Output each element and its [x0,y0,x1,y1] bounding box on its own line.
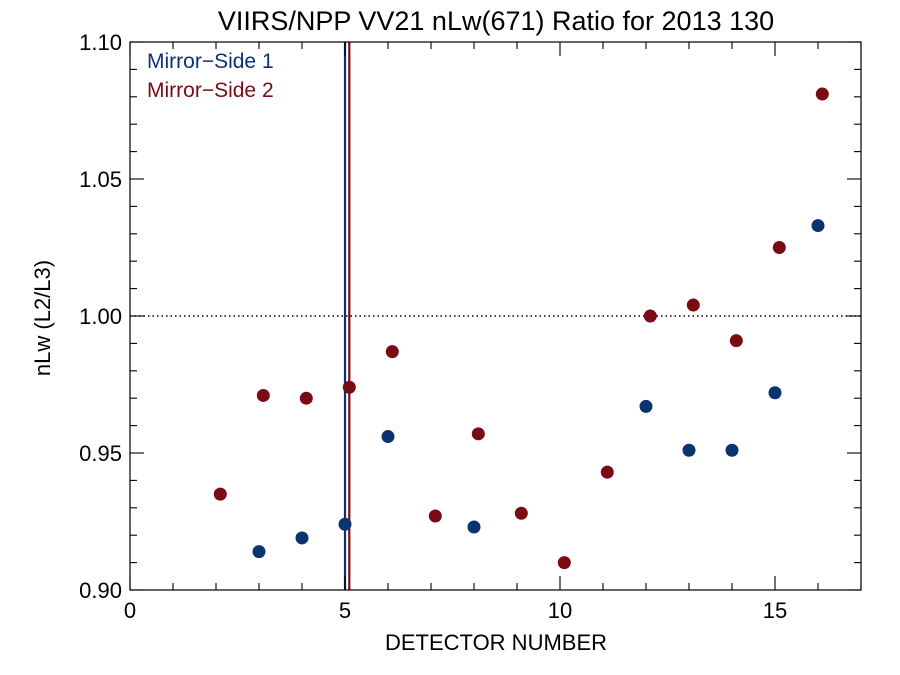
y-tick-label: 1.00 [79,304,122,329]
legend-entry-mirror-side-1: Mirror−Side 1 [147,50,274,73]
mirror-side-2-point [385,345,399,359]
mirror-side-1-point [639,399,653,413]
mirror-side-2-point [557,556,571,570]
mirror-side-1-point [768,386,782,400]
x-tick-label: 5 [339,598,351,623]
mirror-side-1-point [467,520,481,534]
y-tick-label: 0.95 [79,441,122,466]
mirror-side-2-point [256,388,270,402]
mirror-side-1-point [338,517,352,531]
mirror-side-2-point [342,380,356,394]
mirror-side-2-point [686,298,700,312]
legend: Mirror−Side 1 Mirror−Side 2 [147,50,274,102]
plot-area: 0 5 10 15 0.90 0.95 1.00 1.05 1.10 [79,30,862,623]
y-tick-label: 1.05 [79,167,122,192]
mirror-side-2-point [428,509,442,523]
mirror-side-2-point [772,241,786,254]
mirror-side-2-point [643,309,657,323]
x-axis-label: DETECTOR NUMBER [385,630,607,655]
chart-title: VIIRS/NPP VV21 nLw(671) Ratio for 2013 1… [218,6,774,36]
x-tick-label: 0 [124,598,136,623]
mirror-side-2-point [729,334,743,348]
mirror-side-2-point [600,465,614,479]
mirror-side-1-point [252,545,266,559]
mirror-side-2-point [299,391,313,405]
legend-entry-mirror-side-2: Mirror−Side 2 [147,79,274,102]
mirror-side-2-point [514,506,528,520]
y-axis-label: nLw (L2/L3) [30,260,55,376]
mirror-side-1-point [811,219,825,233]
mirror-side-1-point [295,531,309,545]
x-tick-label: 10 [548,598,572,623]
mirror-side-2-point [213,487,227,501]
x-tick-label: 15 [763,598,787,623]
y-tick-label: 1.10 [79,30,122,55]
y-tick-label: 0.90 [79,578,122,603]
mirror-side-2-point [815,87,829,101]
mirror-side-2-point [471,427,485,441]
mirror-side-1-point [725,443,739,457]
mirror-side-1-point [381,430,395,444]
mirror-side-1-point [682,443,696,457]
